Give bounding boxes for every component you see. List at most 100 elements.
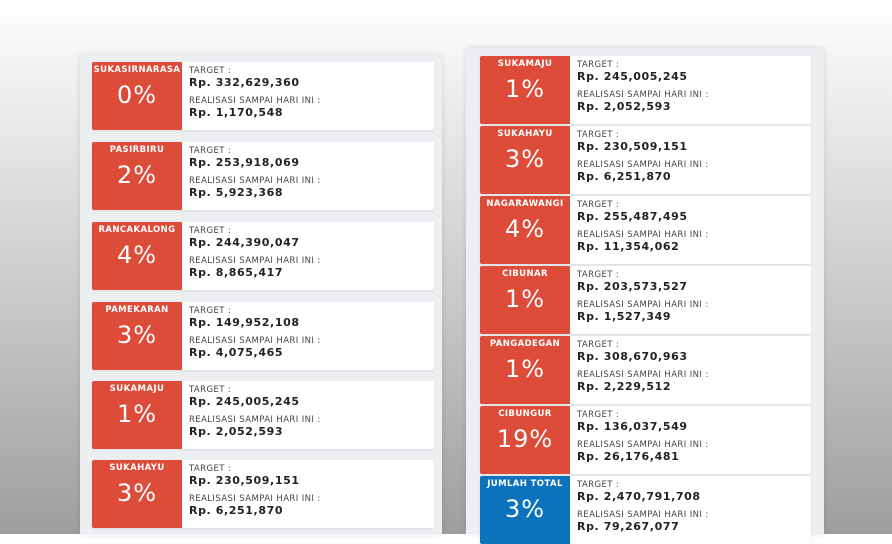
target-value: Rp. 2,470,791,708 (577, 490, 701, 503)
realization-value: Rp. 2,052,593 (189, 425, 284, 438)
target-value: Rp. 149,952,108 (189, 316, 300, 329)
realization-percentage: 3% (504, 145, 546, 173)
village-card: PANGADEGAN 1% TARGET : Rp. 308,670,963 R… (480, 336, 811, 404)
total-percentage-tile: JUMLAH TOTAL 3% (480, 476, 570, 544)
realization-value: Rp. 4,075,465 (189, 346, 284, 359)
realization-percentage: 1% (504, 75, 546, 103)
realization-value: Rp. 2,052,593 (577, 100, 672, 113)
total-percentage: 3% (504, 495, 546, 523)
realization-label: REALISASI SAMPAI HARI INI : (577, 230, 709, 240)
village-card: PAMEKARAN 3% TARGET : Rp. 149,952,108 RE… (92, 302, 434, 370)
realization-percentage: 4% (116, 241, 158, 269)
card-info: TARGET : Rp. 245,005,245 REALISASI SAMPA… (189, 385, 321, 439)
card-info: TARGET : Rp. 230,509,151 REALISASI SAMPA… (577, 130, 709, 184)
village-name: PASIRBIRU (109, 145, 165, 155)
realization-label: REALISASI SAMPAI HARI INI : (577, 370, 709, 380)
card-info: TARGET : Rp. 136,037,549 REALISASI SAMPA… (577, 410, 709, 464)
card-info: TARGET : Rp. 308,670,963 REALISASI SAMPA… (577, 340, 709, 394)
village-name: SUKAHAYU (109, 463, 165, 473)
village-name: PAMEKARAN (105, 305, 169, 315)
realization-percentage: 1% (116, 400, 158, 428)
right-panel: SUKAMAJU 1% TARGET : Rp. 245,005,245 REA… (466, 48, 824, 544)
percentage-tile: PANGADEGAN 1% (480, 336, 570, 404)
target-label: TARGET : (577, 270, 620, 280)
realization-value: Rp. 11,354,062 (577, 240, 680, 253)
target-label: TARGET : (577, 130, 620, 140)
target-label: TARGET : (577, 200, 620, 210)
target-value: Rp. 136,037,549 (577, 420, 688, 433)
realization-label: REALISASI SAMPAI HARI INI : (189, 96, 321, 106)
village-card: CIBUNAR 1% TARGET : Rp. 203,573,527 REAL… (480, 266, 811, 334)
target-value: Rp. 253,918,069 (189, 156, 300, 169)
percentage-tile: CIBUNGUR 19% (480, 406, 570, 474)
target-label: TARGET : (577, 410, 620, 420)
realization-label: REALISASI SAMPAI HARI INI : (577, 160, 709, 170)
percentage-tile: SUKAMAJU 1% (92, 381, 182, 449)
card-info: TARGET : Rp. 2,470,791,708 REALISASI SAM… (577, 480, 709, 534)
village-name: SUKAMAJU (497, 59, 553, 69)
realization-percentage: 2% (116, 161, 158, 189)
percentage-tile: PAMEKARAN 3% (92, 302, 182, 370)
card-info: TARGET : Rp. 332,629,360 REALISASI SAMPA… (189, 66, 321, 120)
target-value: Rp. 255,487,495 (577, 210, 688, 223)
realization-label: REALISASI SAMPAI HARI INI : (189, 176, 321, 186)
target-value: Rp. 244,390,047 (189, 236, 300, 249)
target-value: Rp. 245,005,245 (189, 395, 300, 408)
target-value: Rp. 230,509,151 (577, 140, 688, 153)
village-card: NAGARAWANGI 4% TARGET : Rp. 255,487,495 … (480, 196, 811, 264)
village-name: NAGARAWANGI (486, 199, 564, 209)
village-card: CIBUNGUR 19% TARGET : Rp. 136,037,549 RE… (480, 406, 811, 474)
realization-percentage: 3% (116, 479, 158, 507)
realization-value: Rp. 1,170,548 (189, 106, 284, 119)
village-card: SUKAMAJU 1% TARGET : Rp. 245,005,245 REA… (480, 56, 811, 124)
village-name: CIBUNAR (502, 269, 548, 279)
left-panel: SUKASIRNARASA 0% TARGET : Rp. 332,629,36… (80, 55, 442, 534)
target-label: TARGET : (189, 385, 232, 395)
target-label: TARGET : (189, 66, 232, 76)
percentage-tile: CIBUNAR 1% (480, 266, 570, 334)
percentage-tile: NAGARAWANGI 4% (480, 196, 570, 264)
target-label: TARGET : (189, 146, 232, 156)
realization-percentage: 19% (496, 425, 554, 453)
card-info: TARGET : Rp. 244,390,047 REALISASI SAMPA… (189, 226, 321, 280)
target-label: TARGET : (577, 340, 620, 350)
village-card: SUKAMAJU 1% TARGET : Rp. 245,005,245 REA… (92, 381, 434, 449)
realization-percentage: 4% (504, 215, 546, 243)
percentage-tile: SUKASIRNARASA 0% (92, 62, 182, 130)
realization-value: Rp. 8,865,417 (189, 266, 284, 279)
village-name: CIBUNGUR (498, 409, 552, 419)
realization-percentage: 1% (504, 355, 546, 383)
village-card: RANCAKALONG 4% TARGET : Rp. 244,390,047 … (92, 222, 434, 290)
card-info: TARGET : Rp. 255,487,495 REALISASI SAMPA… (577, 200, 709, 254)
total-card: JUMLAH TOTAL 3% TARGET : Rp. 2,470,791,7… (480, 476, 811, 544)
card-info: TARGET : Rp. 253,918,069 REALISASI SAMPA… (189, 146, 321, 200)
village-card: SUKAHAYU 3% TARGET : Rp. 230,509,151 REA… (480, 126, 811, 194)
target-label: TARGET : (577, 60, 620, 70)
realization-label: REALISASI SAMPAI HARI INI : (189, 336, 321, 346)
percentage-tile: PASIRBIRU 2% (92, 142, 182, 210)
target-label: TARGET : (189, 464, 232, 474)
target-label: TARGET : (189, 306, 232, 316)
realization-label: REALISASI SAMPAI HARI INI : (577, 510, 709, 520)
target-value: Rp. 230,509,151 (189, 474, 300, 487)
realization-label: REALISASI SAMPAI HARI INI : (189, 256, 321, 266)
realization-value: Rp. 79,267,077 (577, 520, 680, 533)
realization-label: REALISASI SAMPAI HARI INI : (189, 494, 321, 504)
realization-value: Rp. 26,176,481 (577, 450, 680, 463)
village-card: PASIRBIRU 2% TARGET : Rp. 253,918,069 RE… (92, 142, 434, 210)
percentage-tile: SUKAHAYU 3% (480, 126, 570, 194)
realization-value: Rp. 6,251,870 (577, 170, 672, 183)
target-value: Rp. 245,005,245 (577, 70, 688, 83)
realization-percentage: 3% (116, 321, 158, 349)
realization-label: REALISASI SAMPAI HARI INI : (577, 440, 709, 450)
realization-value: Rp. 1,527,349 (577, 310, 672, 323)
target-value: Rp. 332,629,360 (189, 76, 300, 89)
realization-percentage: 0% (116, 81, 158, 109)
realization-value: Rp. 6,251,870 (189, 504, 284, 517)
village-name: SUKAHAYU (497, 129, 553, 139)
realization-label: REALISASI SAMPAI HARI INI : (577, 300, 709, 310)
target-value: Rp. 203,573,527 (577, 280, 688, 293)
target-value: Rp. 308,670,963 (577, 350, 688, 363)
village-card: SUKAHAYU 3% TARGET : Rp. 230,509,151 REA… (92, 460, 434, 528)
percentage-tile: SUKAMAJU 1% (480, 56, 570, 124)
